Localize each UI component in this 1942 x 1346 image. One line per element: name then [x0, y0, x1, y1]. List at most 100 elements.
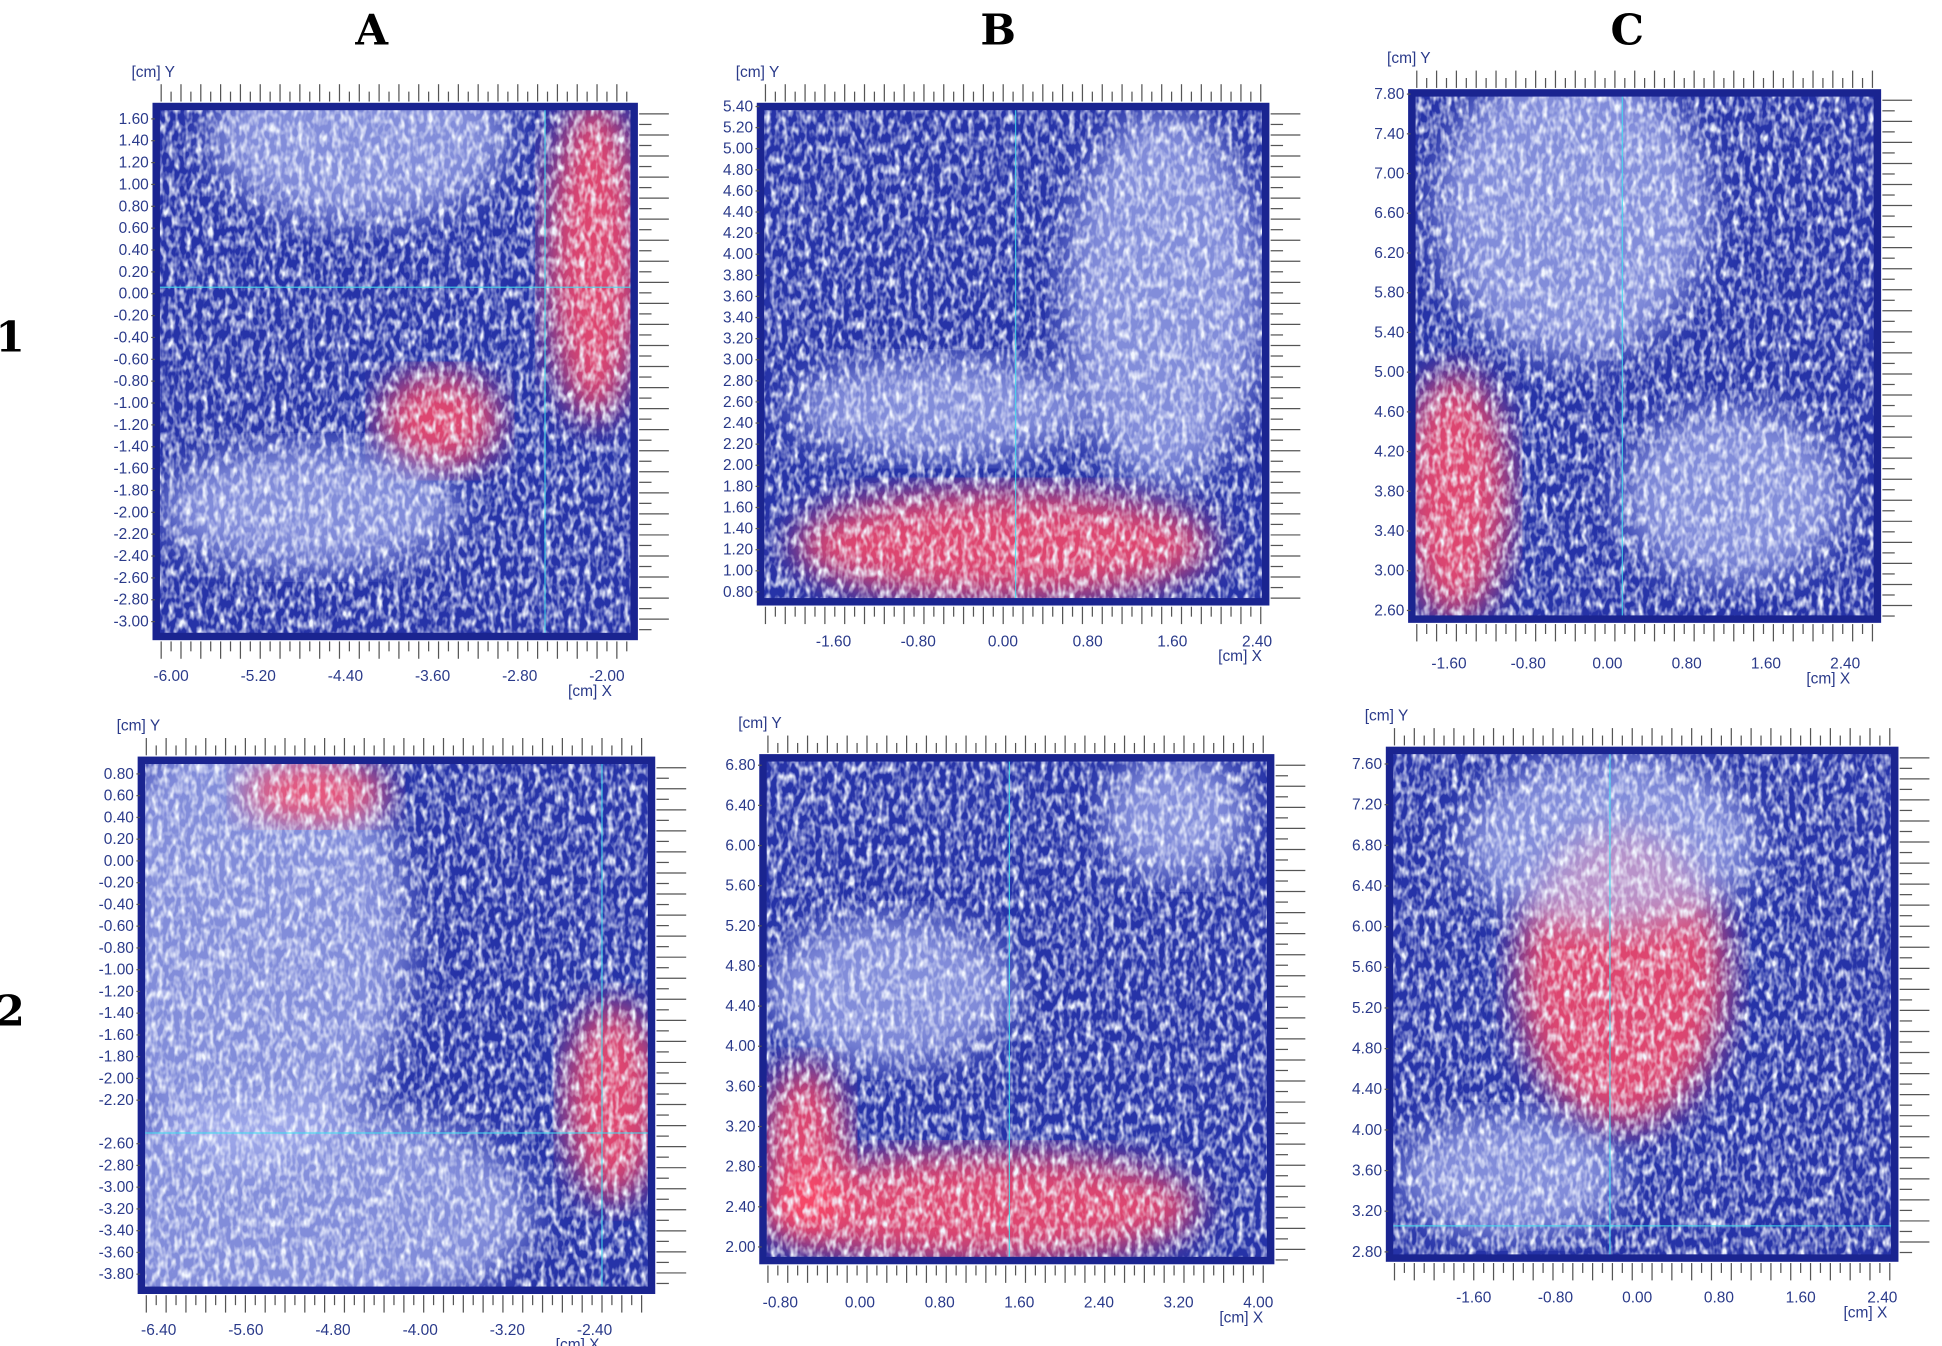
- x-tick-label: 0.80: [1073, 633, 1103, 650]
- y-tick-label: 4.20: [723, 225, 753, 242]
- y-tick-label: -0.80: [114, 373, 149, 390]
- y-tick-label: 6.80: [725, 757, 755, 774]
- x-tick-label: -6.40: [141, 1322, 176, 1339]
- scan-speckle: [760, 106, 1266, 602]
- y-tick-label: 4.80: [1352, 1041, 1382, 1058]
- y-tick-label: 1.60: [119, 111, 149, 128]
- scan-image: [760, 106, 1266, 602]
- column-label-b: B: [980, 5, 1016, 55]
- y-tick-label: 2.60: [723, 394, 753, 411]
- y-tick-label: 4.00: [1352, 1122, 1382, 1139]
- x-axis-label: [cm] X: [1806, 671, 1850, 688]
- y-tick-label: -1.00: [114, 395, 149, 412]
- y-axis-label: [cm] Y: [736, 64, 780, 81]
- y-tick-label: 0.00: [104, 853, 134, 870]
- scan-speckle: [1411, 92, 1878, 620]
- x-tick-label: -5.60: [228, 1322, 263, 1339]
- y-tick-label: -0.60: [114, 351, 149, 368]
- y-tick-label: 1.40: [723, 521, 753, 538]
- ruler-ticks: [145, 738, 687, 1313]
- y-tick-label: 2.00: [723, 457, 753, 474]
- y-tick-label: 0.20: [104, 831, 134, 848]
- scan-image: [1411, 92, 1878, 620]
- y-tick-label: -0.20: [99, 875, 134, 892]
- y-tick-label: 5.60: [1352, 959, 1382, 976]
- x-tick-label: -6.00: [153, 668, 188, 685]
- y-tick-label: 2.60: [1374, 602, 1404, 619]
- x-tick-label: -2.00: [589, 668, 624, 685]
- x-tick-label: -1.60: [816, 633, 851, 650]
- y-tick-label: -3.00: [114, 614, 149, 631]
- y-tick-label: -2.60: [99, 1136, 134, 1153]
- x-axis-label: [cm] X: [556, 1337, 600, 1346]
- y-tick-label: 3.40: [723, 309, 753, 326]
- x-tick-label: 1.60: [1751, 656, 1781, 673]
- y-tick-label: 5.20: [1352, 1000, 1382, 1017]
- y-axis-label: [cm] Y: [131, 64, 175, 81]
- y-axis-label: [cm] Y: [738, 715, 782, 732]
- panel-frame: [756, 102, 1270, 606]
- x-tick-label: 1.60: [1786, 1290, 1816, 1307]
- y-tick-label: 4.40: [725, 998, 755, 1015]
- y-tick-label: 0.60: [119, 220, 149, 237]
- ruler-ticks: [160, 84, 669, 659]
- y-tick-label: -1.20: [114, 417, 149, 434]
- y-tick-label: 1.20: [119, 155, 149, 172]
- y-tick-label: 7.80: [1374, 86, 1404, 103]
- y-tick-label: 4.40: [1352, 1081, 1382, 1098]
- y-tick-label: -2.80: [114, 592, 149, 609]
- y-tick-label: -2.00: [99, 1070, 134, 1087]
- y-tick-label: 0.80: [119, 198, 149, 215]
- scan-speckle: [1389, 750, 1895, 1259]
- y-tick-label: 5.40: [723, 98, 753, 115]
- y-tick-label: 3.80: [723, 267, 753, 284]
- y-tick-label: 4.80: [723, 162, 753, 179]
- y-tick-label: 5.00: [723, 141, 753, 158]
- y-tick-label: 6.80: [1352, 837, 1382, 854]
- panel-frame: [759, 754, 1275, 1265]
- y-tick-label: 0.40: [119, 242, 149, 259]
- y-tick-label: 6.60: [1374, 205, 1404, 222]
- y-tick-label: 2.40: [723, 415, 753, 432]
- x-tick-label: -0.80: [763, 1295, 798, 1312]
- x-tick-label: -0.80: [1538, 1290, 1573, 1307]
- row-label-2: 2: [0, 985, 25, 1035]
- x-axis-label: [cm] X: [1218, 648, 1262, 665]
- x-axis-label: [cm] X: [568, 683, 612, 700]
- y-tick-label: 2.20: [723, 436, 753, 453]
- x-tick-label: 2.40: [1830, 656, 1860, 673]
- y-tick-label: -2.80: [99, 1157, 134, 1174]
- y-tick-label: 6.20: [1374, 245, 1404, 262]
- y-tick-label: 0.00: [119, 286, 149, 303]
- panel-frame: [137, 756, 656, 1294]
- y-tick-label: 5.60: [725, 878, 755, 895]
- y-tick-label: 4.80: [725, 958, 755, 975]
- y-tick-label: 1.40: [119, 133, 149, 150]
- y-tick-label: 3.20: [723, 331, 753, 348]
- y-tick-label: -1.60: [114, 461, 149, 478]
- y-tick-label: 6.40: [1352, 878, 1382, 895]
- y-tick-label: 5.80: [1374, 285, 1404, 302]
- x-tick-label: -1.60: [1456, 1290, 1491, 1307]
- column-label-a: A: [354, 5, 389, 55]
- y-axis-label: [cm] Y: [1387, 50, 1431, 67]
- x-tick-label: 0.80: [1672, 656, 1702, 673]
- panel-c1: 7.80 7.40 7.00 6.60 6.20 5.80 5.40 5.00 4.60 4.20…: [1374, 50, 1913, 688]
- y-tick-label: 5.20: [723, 120, 753, 137]
- x-tick-label: -4.80: [315, 1322, 350, 1339]
- y-tick-label: -2.20: [99, 1092, 134, 1109]
- y-tick-label: -2.60: [114, 570, 149, 587]
- y-axis-label: [cm] Y: [1365, 708, 1409, 725]
- scan-speckle: [141, 760, 652, 1291]
- x-tick-label: 2.40: [1867, 1290, 1897, 1307]
- x-tick-label: -2.40: [577, 1322, 612, 1339]
- y-tick-label: 4.60: [1374, 404, 1404, 421]
- y-tick-label: 2.00: [725, 1239, 755, 1256]
- y-tick-label: -3.60: [99, 1244, 134, 1261]
- y-tick-label: 5.20: [725, 918, 755, 935]
- y-tick-label: -0.60: [99, 918, 134, 935]
- y-tick-label: 3.80: [1374, 483, 1404, 500]
- y-tick-label: 0.40: [104, 809, 134, 826]
- y-tick-label: 3.40: [1374, 523, 1404, 540]
